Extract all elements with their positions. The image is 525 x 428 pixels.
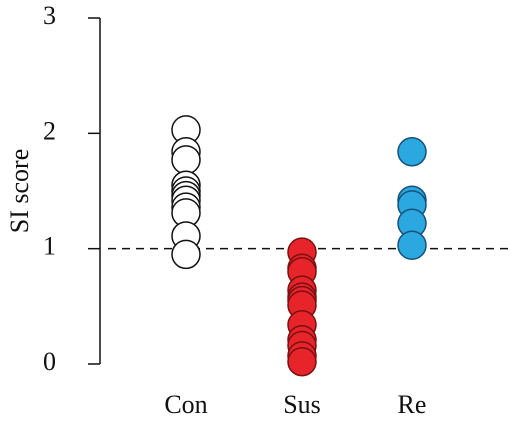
y-tick-label: 0 <box>43 347 56 376</box>
point <box>287 346 317 377</box>
x-tick-label: Re <box>398 390 427 419</box>
y-tick-label: 3 <box>43 1 56 30</box>
y-axis-label: SI score <box>5 149 34 233</box>
x-tick-label: Con <box>164 390 207 419</box>
y-tick-label: 2 <box>43 116 56 145</box>
x-tick-label: Sus <box>283 390 321 419</box>
point <box>397 137 427 167</box>
point <box>171 239 201 270</box>
point <box>171 145 201 175</box>
point <box>397 230 427 260</box>
y-tick-label: 1 <box>43 232 56 261</box>
